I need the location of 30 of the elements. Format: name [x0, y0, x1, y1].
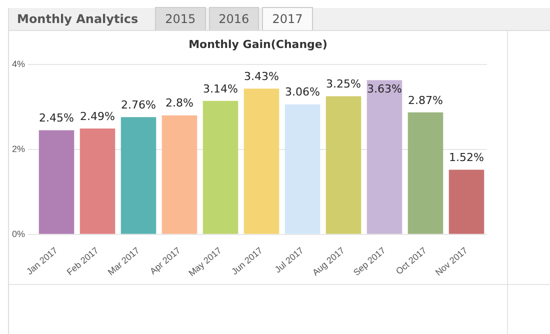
- data-label: 3.43%: [244, 70, 279, 83]
- bar: [80, 128, 116, 234]
- data-label: 2.87%: [408, 94, 443, 107]
- bar: [162, 115, 198, 234]
- text: 2015: [155, 7, 206, 30]
- data-label: 3.14%: [203, 82, 238, 96]
- data-label: 2.76%: [121, 98, 156, 112]
- data-label: 3.06%: [285, 86, 320, 99]
- bar: [326, 96, 362, 234]
- bar: [202, 100, 238, 234]
- data-label: 3.63%: [367, 82, 402, 96]
- text: Monthly Analytics: [16, 11, 140, 28]
- bar: [244, 88, 280, 234]
- bar: [38, 130, 74, 234]
- data-label: 3.25%: [326, 78, 361, 91]
- bar: [284, 104, 320, 234]
- data-label: 2.8%: [166, 96, 194, 110]
- y-tick-label: 4%: [12, 58, 26, 69]
- bar: [408, 112, 444, 234]
- chart-title: Monthly Gain(Change): [188, 38, 328, 51]
- bar: [448, 170, 484, 234]
- bar: [120, 117, 156, 234]
- text: 2017: [262, 7, 313, 30]
- y-tick-label: 2%: [12, 144, 26, 154]
- data-label: 2.45%: [39, 112, 74, 125]
- data-label: 1.52%: [449, 151, 484, 164]
- data-label: 2.49%: [80, 110, 115, 123]
- bar: [366, 80, 402, 234]
- text: 2016: [208, 7, 260, 30]
- y-tick-label: 0%: [12, 228, 26, 239]
